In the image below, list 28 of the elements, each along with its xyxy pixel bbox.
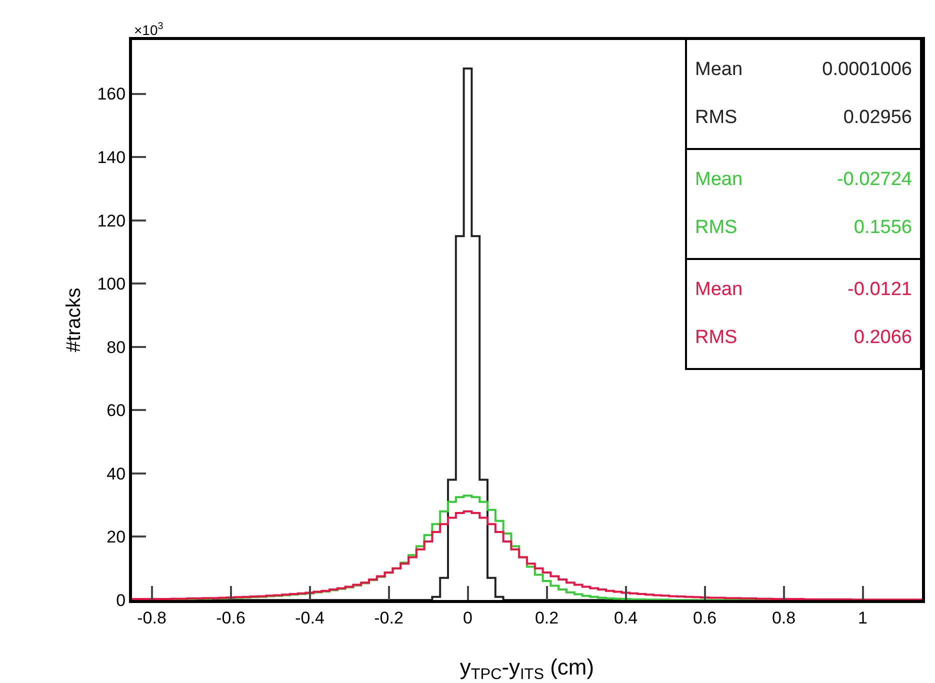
y-tick-label: 40 — [106, 464, 126, 484]
y-tick-label: 120 — [97, 211, 126, 230]
x-tick-label: -0.6 — [216, 608, 246, 628]
y-tick-label: 60 — [106, 401, 126, 420]
x-tick-label: -0.8 — [137, 608, 166, 628]
text: RMS 0.02956 — [695, 107, 912, 128]
text: RMS 0.1556 — [695, 217, 912, 238]
x-tick-label: -0.4 — [295, 608, 324, 628]
x-tick-label: -0.2 — [374, 608, 404, 628]
x-tick-label: 0.2 — [534, 608, 559, 628]
y-tick-label: 20 — [106, 528, 126, 547]
text: Mean 0.0001006 — [695, 59, 912, 80]
x-axis-title: y$_{TPC}$-y$_{ITS}$ (cm) — [460, 654, 594, 683]
y-tick-label: 0 — [116, 590, 126, 610]
text: Mean -0.02724 — [695, 169, 912, 190]
x-tick-label: 1 — [858, 608, 868, 628]
text: RMS 0.2066 — [695, 327, 912, 348]
text: Mean -0.0121 — [695, 279, 912, 300]
y-tick-label: 160 — [97, 84, 126, 104]
x-tick-label: 0.8 — [772, 608, 796, 628]
x-tick-label: 0.6 — [692, 608, 717, 628]
y-tick-label: 140 — [97, 148, 126, 168]
y-tick-label: 100 — [97, 274, 126, 294]
y-axis-title: #tracks — [63, 288, 85, 352]
x-tick-label: 0 — [463, 608, 472, 628]
y-tick-label: 80 — [106, 338, 126, 357]
x-tick-label: 0.4 — [614, 608, 638, 628]
text: ×10$^{3}$ — [134, 21, 164, 38]
